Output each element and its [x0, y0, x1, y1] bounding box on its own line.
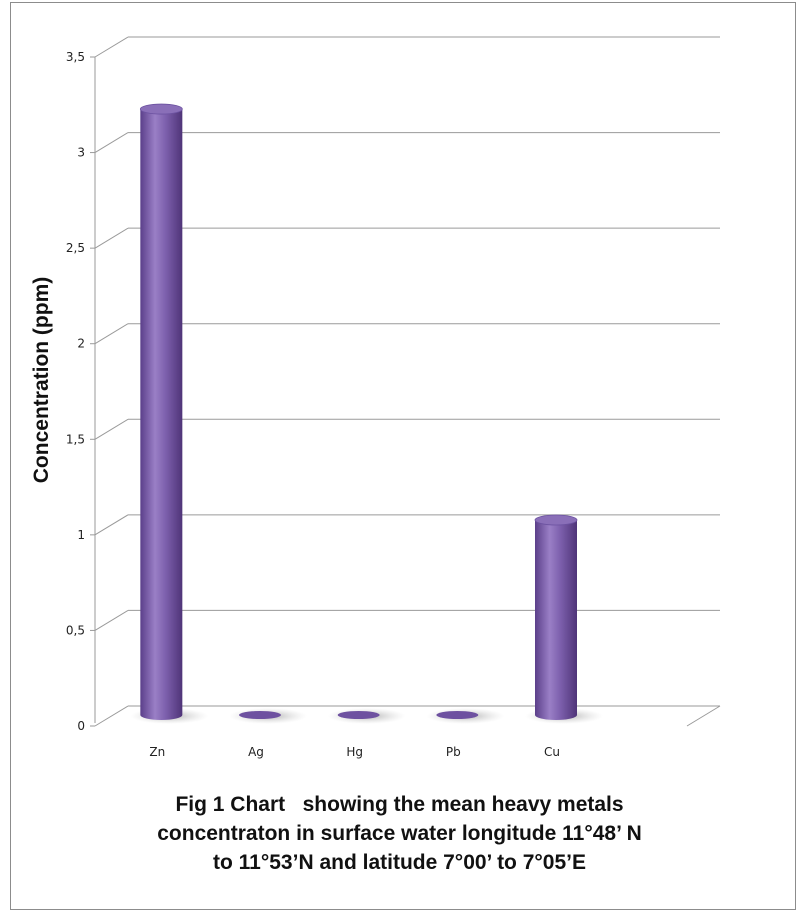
- bar-cap: [436, 711, 479, 719]
- y-tick-label: 3,5: [66, 50, 85, 64]
- gridline-depth: [94, 132, 129, 153]
- caption-line-3: to 11°53’N and latitude 7°00’ to 7°05’E: [213, 851, 586, 874]
- gridline-depth: [94, 514, 129, 536]
- bar-hg: [327, 708, 406, 724]
- bar-body: [140, 109, 183, 720]
- gridline-depth: [94, 36, 129, 58]
- gridline-depth: [94, 705, 129, 727]
- y-tick-label: 3: [77, 146, 85, 160]
- gridline-depth: [94, 418, 129, 440]
- y-tick-label: 1,5: [66, 432, 85, 446]
- x-tick-label: Cu: [544, 745, 560, 759]
- y-tick-label: 1: [77, 528, 85, 542]
- caption-line-1: Fig 1 Chart showing the mean heavy metal…: [175, 793, 624, 816]
- bar-cap: [139, 103, 183, 115]
- gridline-depth: [94, 323, 129, 345]
- figure-caption: Fig 1 Chart showing the mean heavy metal…: [0, 790, 799, 877]
- bar-zn: [130, 103, 209, 724]
- bar-ag: [229, 708, 307, 724]
- x-tick-label: Hg: [346, 745, 363, 759]
- x-tick-label: Zn: [149, 745, 165, 759]
- floor-edge: [686, 705, 721, 727]
- y-tick-label: 0,5: [66, 623, 85, 637]
- bar-cap: [337, 711, 380, 719]
- gridline-depth: [94, 610, 129, 631]
- bar-body: [535, 520, 577, 720]
- bars: [130, 103, 603, 724]
- caption-line-2: concentraton in surface water longitude …: [157, 822, 642, 845]
- y-tick-label: 2,5: [66, 241, 85, 255]
- bar-cu: [525, 514, 603, 724]
- x-tick-label: Pb: [446, 745, 461, 759]
- y-axis-label: Concentration (ppm): [30, 277, 53, 483]
- y-tick-label: 0: [77, 719, 85, 733]
- bar-cap: [534, 514, 578, 526]
- x-tick-label: Ag: [248, 745, 264, 759]
- tick-labels: 0 0,5 1 1,5 2 2,5 3 3,5 Zn Ag Hg Pb Cu: [66, 50, 560, 759]
- y-tick-label: 2: [77, 337, 85, 351]
- bar-pb: [426, 708, 505, 724]
- axes-layer: [90, 36, 721, 727]
- bar-cap: [239, 711, 281, 719]
- chart: 0 0,5 1 1,5 2 2,5 3 3,5 Zn Ag Hg Pb Cu Concentration…: [30, 36, 721, 759]
- gridline-depth: [94, 227, 129, 249]
